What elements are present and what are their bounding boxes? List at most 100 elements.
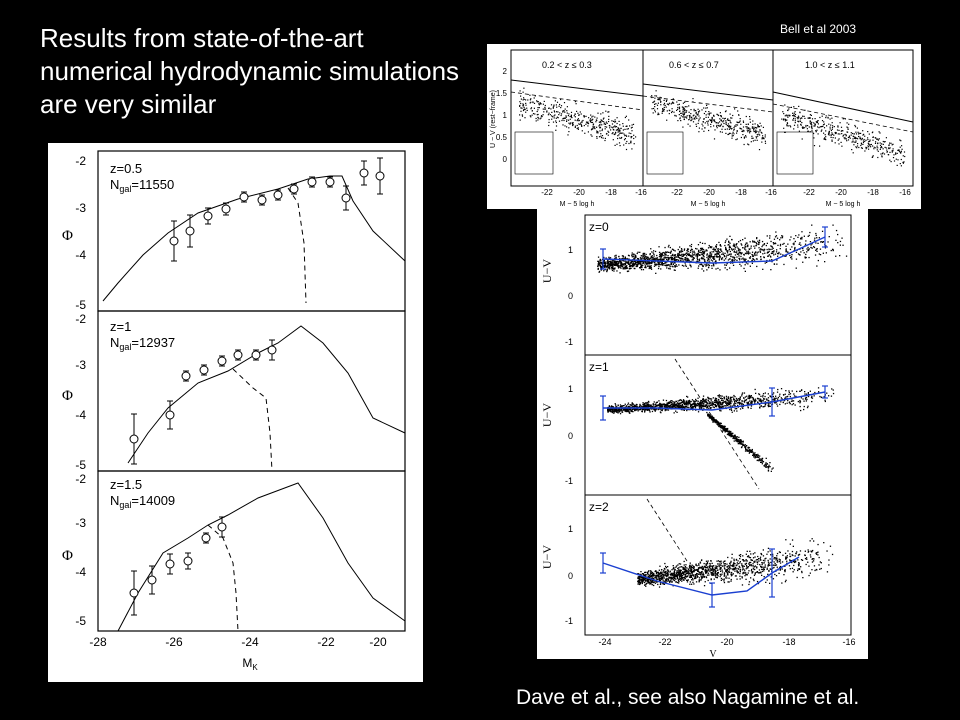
sim-scatter-dot xyxy=(661,264,663,266)
bell-scatter-dot xyxy=(875,141,877,143)
sim-scatter-dot xyxy=(713,251,715,253)
bell-scatter-dot xyxy=(784,120,786,122)
sim-scatter-dot xyxy=(671,406,673,408)
sim-scatter-dot xyxy=(666,267,668,269)
sim-scatter-dot xyxy=(631,402,633,404)
sim-scatter-dot xyxy=(691,253,694,255)
sim-scatter-dot xyxy=(679,404,681,406)
sim-scatter-dot xyxy=(707,413,710,415)
sim-scatter-dot xyxy=(686,257,688,259)
sim-scatter-dot xyxy=(755,400,757,402)
sim-scatter-dot xyxy=(731,260,733,263)
sim-scatter-dot xyxy=(803,252,805,254)
bell-scatter-dot xyxy=(736,138,738,140)
sim-scatter-dot xyxy=(718,258,721,260)
bell-scatter-dot xyxy=(576,127,578,130)
sim-scatter-dot xyxy=(776,249,778,251)
sim-scatter-dot xyxy=(722,427,724,429)
sim-scatter-dot xyxy=(622,267,624,269)
bell-scatter-dot xyxy=(625,115,627,117)
bell-scatter-dot xyxy=(883,141,885,143)
sim-scatter-dot xyxy=(735,244,737,246)
bell-scatter-dot xyxy=(585,115,587,117)
bell-scatter-dot xyxy=(533,102,536,104)
sim-scatter-dot xyxy=(643,255,645,257)
bell-scatter-dot xyxy=(816,120,818,122)
sim-scatter-dot xyxy=(784,581,787,583)
bell-scatter-dot xyxy=(578,120,580,122)
lf-data-point xyxy=(257,195,267,205)
sim-scatter-dot xyxy=(744,252,747,254)
sim-scatter-dot xyxy=(788,391,790,394)
bell-scatter-dot xyxy=(825,117,827,119)
bell-scatter-dot xyxy=(881,153,884,155)
sim-scatter-dot xyxy=(722,578,724,581)
sim-scatter-dot xyxy=(636,261,639,263)
bell-scatter-dot xyxy=(668,102,671,104)
sim-scatter-dot xyxy=(758,243,760,245)
bell-scatter-dot xyxy=(759,134,761,136)
sim-scatter-dot xyxy=(640,260,642,263)
bell-scatter-dot xyxy=(713,114,715,117)
sim-scatter-dot xyxy=(714,405,717,407)
bell-scatter-dot xyxy=(552,106,554,108)
bell-scatter-dot xyxy=(568,119,570,121)
sim-scatter-dot xyxy=(679,404,682,406)
sim-scatter-dot xyxy=(738,436,740,438)
sim-scatter-dot xyxy=(616,270,618,272)
sim-scatter-dot xyxy=(671,404,673,406)
sim-scatter-dot xyxy=(725,248,727,250)
sim-scatter-dot xyxy=(625,262,627,264)
bell-scatter-dot xyxy=(862,140,865,142)
sim-scatter-dot xyxy=(726,429,729,431)
sim-scatter-dot xyxy=(702,249,705,251)
bell-scatter-dot xyxy=(702,121,704,123)
sim-scatter-dot xyxy=(761,245,763,248)
sim-scatter-dot xyxy=(711,246,713,248)
sim-scatter-dot xyxy=(719,254,721,256)
bell-scatter-dot xyxy=(617,131,619,133)
sim-scatter-dot xyxy=(653,261,656,264)
sim-scatter-dot xyxy=(628,261,630,263)
sim-scatter-dot xyxy=(825,252,827,254)
bell-scatter-dot xyxy=(752,123,754,125)
sim-scatter-dot xyxy=(832,392,835,395)
sim-scatter-dot xyxy=(672,572,674,574)
sim-scatter-dot xyxy=(701,242,704,244)
sim-scatter-dot xyxy=(718,424,720,426)
sim-scatter-dot xyxy=(624,408,626,410)
sim-scatter-dot xyxy=(733,440,735,442)
sim-scatter-dot xyxy=(645,404,647,406)
sim-scatter-dot xyxy=(616,265,618,267)
bell-scatter-dot xyxy=(673,111,675,113)
sim-scatter-dot xyxy=(757,243,759,246)
sim-scatter-dot xyxy=(789,239,791,241)
bell-scatter-dot xyxy=(755,137,758,139)
sim-scatter-dot xyxy=(745,262,747,264)
slide-title: Results from state-of-the-art numerical … xyxy=(40,23,460,119)
sim-scatter-dot xyxy=(731,249,733,251)
sim-scatter-dot xyxy=(600,269,603,271)
sim-scatter-dot xyxy=(678,256,680,259)
sim-scatter-dot xyxy=(705,567,708,569)
sim-scatter-dot xyxy=(835,229,838,232)
bell-scatter-dot xyxy=(654,97,656,99)
bell-scatter-dot xyxy=(608,120,610,123)
sim-scatter-dot xyxy=(635,255,637,257)
sim-scatter-dot xyxy=(812,549,814,552)
sim-scatter-dot xyxy=(629,264,631,266)
bell-scatter-dot xyxy=(876,138,878,140)
sim-scatter-dot xyxy=(650,267,652,269)
sim-scatter-dot xyxy=(739,408,742,410)
sim-scatter-dot xyxy=(777,396,779,399)
bell-scatter-dot xyxy=(574,101,576,103)
bell-scatter-dot xyxy=(525,99,527,101)
bell-scatter-dot xyxy=(623,133,625,135)
sim-scatter-dot xyxy=(627,403,629,406)
bell-scatter-dot xyxy=(793,115,796,117)
bell-scatter-dot xyxy=(745,126,747,128)
sim-scatter-dot xyxy=(651,255,653,257)
sim-scatter-dot xyxy=(659,408,661,410)
sim-scatter-dot xyxy=(613,412,615,414)
sim-scatter-dot xyxy=(668,267,670,270)
